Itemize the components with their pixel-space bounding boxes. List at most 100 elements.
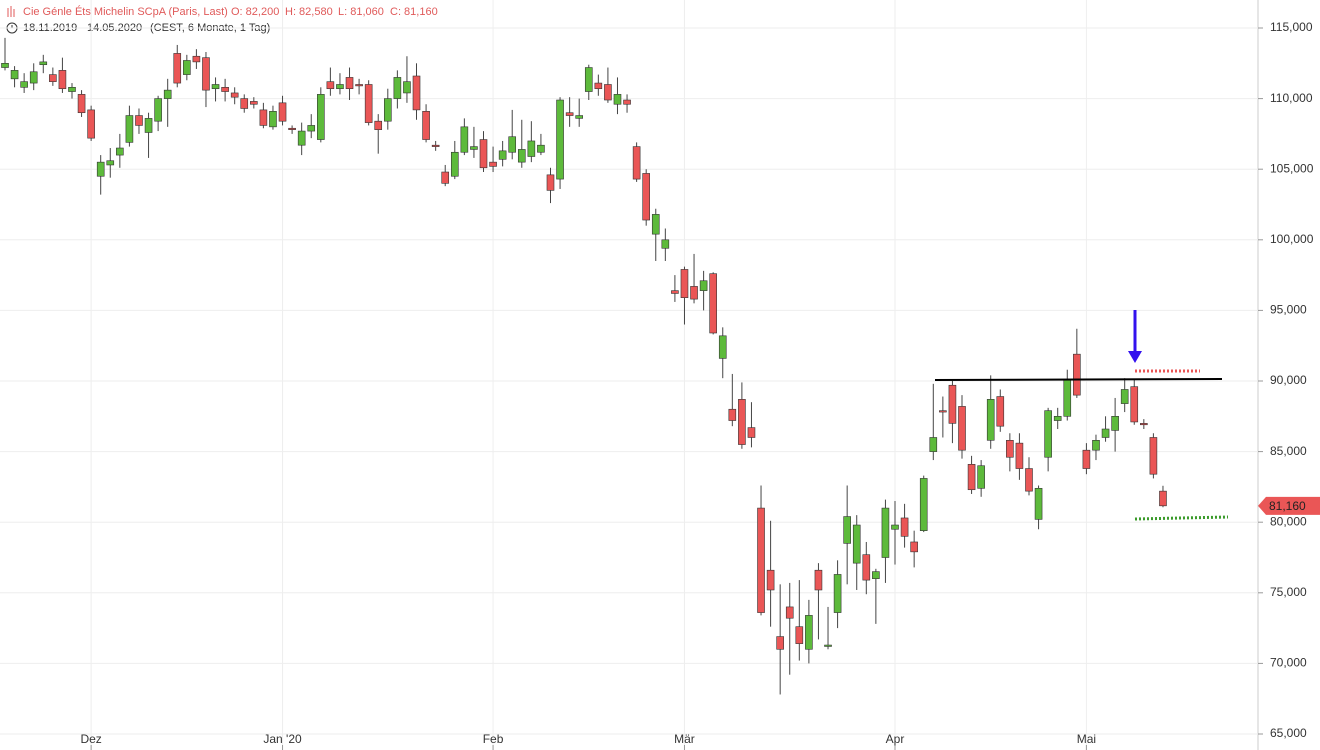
x-tick-label: Mai bbox=[1077, 732, 1096, 746]
candle-body bbox=[805, 615, 813, 650]
candle-body bbox=[173, 53, 182, 84]
candle-body bbox=[183, 60, 191, 75]
candle-body bbox=[116, 147, 124, 156]
candle-body bbox=[671, 290, 679, 294]
candle-body bbox=[230, 92, 239, 98]
arrow-head bbox=[1128, 351, 1142, 363]
candle-body bbox=[106, 160, 115, 166]
candle-body bbox=[412, 75, 421, 111]
candle-body bbox=[651, 214, 660, 235]
candle-body bbox=[680, 269, 689, 298]
candle-body bbox=[297, 130, 306, 146]
y-tick-label: 105,000 bbox=[1270, 161, 1314, 175]
candle-body bbox=[814, 569, 823, 591]
candle-body bbox=[996, 396, 1005, 427]
y-tick-label: 65,000 bbox=[1270, 726, 1307, 740]
candle-body bbox=[852, 524, 861, 564]
chart-icon bbox=[7, 6, 15, 17]
y-tick-label: 110,000 bbox=[1270, 91, 1313, 105]
candle-body bbox=[498, 150, 507, 160]
candle-body bbox=[87, 109, 95, 139]
candle-body bbox=[1092, 440, 1100, 451]
candle-body bbox=[1, 62, 9, 68]
candle-body bbox=[1044, 410, 1052, 458]
candle-body bbox=[278, 102, 287, 122]
candle-body bbox=[881, 507, 890, 558]
candle-body bbox=[1130, 386, 1139, 423]
candle-body bbox=[144, 118, 153, 133]
candle-body bbox=[1140, 423, 1148, 426]
candle-body bbox=[967, 464, 976, 491]
candle-body bbox=[163, 89, 172, 99]
candle-body bbox=[240, 98, 249, 109]
x-tick-label: Apr bbox=[886, 732, 905, 746]
candle-body bbox=[642, 173, 650, 221]
candle-body bbox=[939, 410, 947, 413]
candle-body bbox=[10, 70, 19, 80]
candle-body bbox=[374, 120, 383, 130]
candle-body bbox=[1159, 490, 1167, 507]
x-tick-label: Dez bbox=[80, 732, 101, 746]
candle-body bbox=[1120, 389, 1129, 404]
y-axis: 65,000 70,000 75,000 80,000 85,000 90,000 95,0… bbox=[80, 20, 1320, 750]
candle-body bbox=[403, 81, 411, 94]
candle-body bbox=[269, 111, 277, 128]
candle-body bbox=[154, 98, 162, 122]
candle-body bbox=[900, 517, 909, 537]
y-tick-label: 85,000 bbox=[1270, 444, 1307, 458]
candle-body bbox=[785, 606, 794, 619]
candle-body bbox=[843, 516, 851, 544]
candle-body bbox=[738, 399, 746, 445]
candle-body bbox=[508, 136, 517, 153]
candle-body bbox=[709, 273, 717, 334]
candle-body bbox=[690, 286, 698, 300]
y-tick-label: 75,000 bbox=[1270, 585, 1307, 599]
candle-body bbox=[632, 146, 641, 180]
candle-body bbox=[537, 144, 545, 153]
candle-body bbox=[958, 406, 966, 451]
candle-body bbox=[833, 574, 842, 613]
candle-body bbox=[1015, 442, 1024, 469]
support-line bbox=[1134, 515, 1229, 521]
candle-body bbox=[613, 94, 622, 105]
candle-body bbox=[517, 149, 526, 163]
candle-body bbox=[584, 67, 593, 92]
candle-body bbox=[948, 384, 957, 424]
candle-body bbox=[929, 437, 938, 452]
resistance-line bbox=[934, 378, 1223, 381]
candle-body bbox=[718, 335, 727, 359]
x-tick-label: Feb bbox=[483, 732, 504, 746]
candle-body bbox=[364, 84, 373, 123]
candle-body bbox=[919, 478, 928, 531]
candle-body bbox=[872, 571, 880, 579]
candle-body bbox=[470, 146, 478, 150]
candle-body bbox=[1073, 353, 1081, 396]
candle-body bbox=[891, 524, 899, 530]
candle-body bbox=[135, 115, 143, 126]
candle-body bbox=[1053, 415, 1062, 421]
x-tick-label: Jan '20 bbox=[263, 732, 302, 746]
candle-body bbox=[1101, 428, 1110, 438]
header-high: H: 82,580 bbox=[285, 6, 333, 18]
candle-body bbox=[125, 115, 134, 143]
candle-body bbox=[383, 98, 392, 122]
header-open: O: 82,200 bbox=[231, 6, 279, 18]
candle-body bbox=[1082, 449, 1091, 469]
candle-body bbox=[450, 151, 459, 177]
candle-body bbox=[460, 126, 469, 153]
candle-body bbox=[766, 569, 775, 591]
y-tick-label: 115,000 bbox=[1270, 20, 1313, 34]
candle-body bbox=[546, 174, 555, 191]
candle-body bbox=[288, 127, 296, 130]
candle-body bbox=[757, 507, 765, 613]
candle-body bbox=[211, 84, 220, 90]
candle-body bbox=[795, 626, 804, 644]
candle-body bbox=[221, 87, 229, 92]
candle-body bbox=[250, 101, 258, 105]
candle-body bbox=[326, 81, 335, 90]
candle-body bbox=[556, 99, 564, 180]
candle-body bbox=[862, 554, 871, 581]
annotations bbox=[934, 310, 1229, 521]
